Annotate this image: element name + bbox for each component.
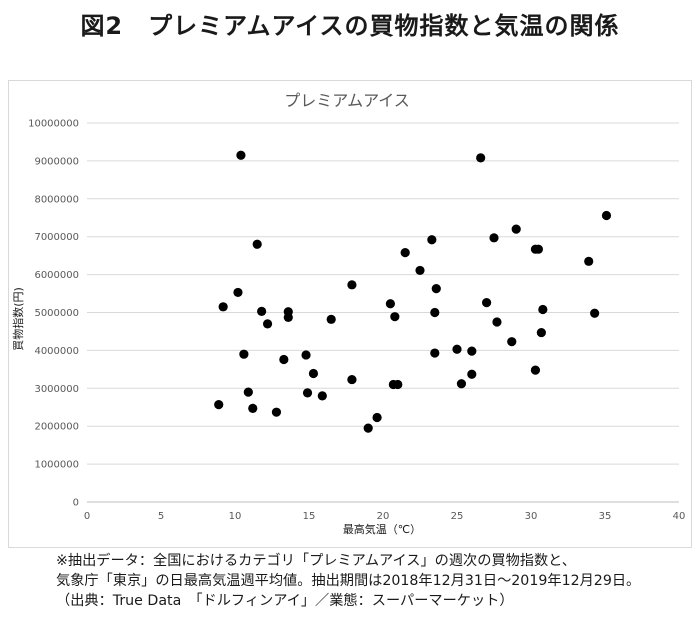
data-point — [283, 307, 293, 317]
data-point — [243, 387, 253, 397]
gridlines — [87, 122, 679, 465]
data-point — [601, 210, 612, 221]
x-tick-label: 25 — [451, 511, 464, 522]
caption: ※抽出データ：全国におけるカテゴリ「プレミアムアイス」の週次の買物指数と、 気象… — [56, 551, 696, 611]
y-tick-label: 5000000 — [34, 308, 79, 319]
x-tick-label: 5 — [158, 511, 164, 522]
data-point — [430, 348, 440, 358]
caption-line: （出典：True Data 「ドルフィンアイ」／業態：スーパーマーケット） — [56, 593, 514, 609]
tick-labels: 0 1000000 2000000 3000000 4000000 5000000 6000… — [28, 119, 685, 523]
scatter-chart: プレミアムアイス 0100000020000003000000400000050… — [11, 91, 685, 536]
y-tick-label: 0 — [73, 498, 79, 509]
data-point — [431, 284, 441, 294]
y-tick-label: 3000000 — [34, 384, 79, 395]
data-point — [262, 319, 273, 329]
x-tick-label: 40 — [673, 511, 686, 522]
data-point — [536, 327, 546, 338]
data-point — [326, 314, 336, 324]
y-tick-label: 9000000 — [34, 156, 79, 167]
y-tick-label: 6000000 — [34, 270, 79, 281]
data-point — [271, 407, 282, 417]
caption-line: 気象庁「東京」の日最高気温週平均値。抽出期間は2018年12月31日～2019年… — [56, 573, 641, 589]
data-point — [347, 374, 357, 385]
y-tick-label: 4000000 — [34, 346, 79, 357]
data-point — [492, 317, 502, 327]
data-point — [218, 302, 228, 312]
data-point — [400, 248, 410, 258]
data-point — [538, 304, 548, 315]
data-point — [390, 312, 400, 322]
x-tick-label: 0 — [84, 511, 90, 522]
data-point — [236, 150, 246, 160]
data-point — [467, 346, 477, 356]
data-point — [507, 337, 517, 347]
data-point — [533, 244, 544, 254]
data-point — [363, 423, 373, 433]
y-tick-label: 10000000 — [28, 119, 79, 130]
data-point — [467, 369, 477, 379]
y-tick-label: 8000000 — [34, 194, 79, 205]
caption-line: ※抽出データ：全国におけるカテゴリ「プレミアムアイス」の週次の買物指数と、 — [56, 553, 576, 569]
data-points — [214, 150, 612, 433]
data-point — [482, 298, 492, 308]
chart-title: プレミアムアイス — [284, 91, 410, 110]
data-point — [456, 379, 467, 389]
data-point — [584, 256, 594, 266]
data-point — [248, 403, 258, 413]
data-point — [279, 354, 289, 365]
data-point — [347, 280, 357, 290]
x-tick-label: 15 — [303, 511, 316, 522]
data-point — [530, 365, 541, 375]
data-point — [257, 306, 267, 316]
data-point — [452, 344, 462, 354]
data-point — [252, 239, 262, 249]
data-point — [489, 233, 499, 243]
data-point — [427, 235, 437, 245]
y-tick-label: 7000000 — [34, 232, 79, 243]
chart-frame: プレミアムアイス 0 1000000 2000000 3000000 4000000 50… — [8, 80, 692, 548]
x-tick-label: 30 — [525, 511, 538, 522]
data-point — [214, 399, 224, 410]
data-point — [302, 388, 313, 398]
data-point — [430, 307, 440, 318]
data-point — [511, 224, 521, 234]
data-point — [308, 368, 319, 379]
data-point — [590, 308, 600, 318]
data-point — [301, 350, 311, 360]
data-point — [317, 391, 327, 401]
y-axis-label: 買物指数(円) — [11, 287, 25, 351]
data-point — [372, 412, 382, 423]
data-point — [476, 153, 486, 163]
y-tick-label: 1000000 — [34, 460, 79, 471]
x-axis-label: 最高気温（℃） — [343, 522, 421, 536]
data-point — [393, 379, 403, 390]
data-point — [239, 349, 249, 359]
data-point — [415, 265, 425, 276]
data-point — [233, 287, 243, 298]
data-point — [385, 299, 395, 309]
x-tick-label: 35 — [599, 511, 612, 522]
page-title: 図2 プレミアムアイスの買物指数と気温の関係 — [80, 12, 620, 40]
x-tick-label: 20 — [377, 511, 390, 522]
y-tick-label: 2000000 — [34, 422, 79, 433]
x-tick-label: 10 — [229, 511, 242, 522]
